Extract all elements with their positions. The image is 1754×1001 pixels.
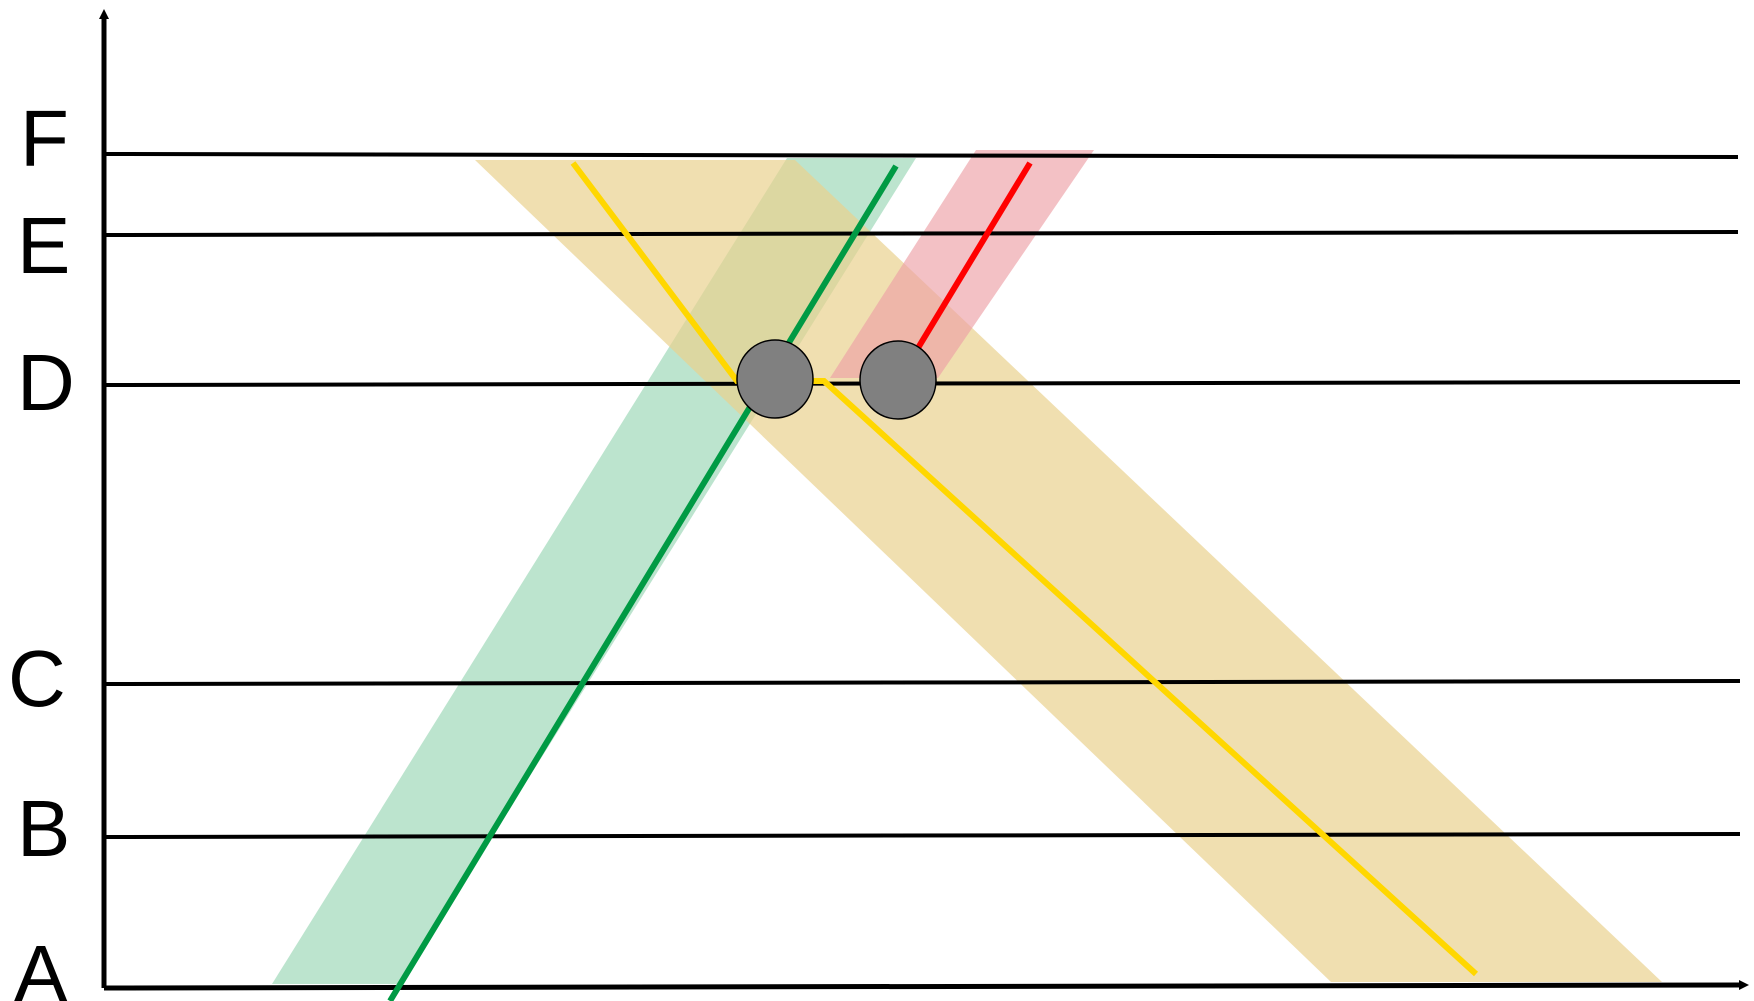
stop-label-b: B [17, 784, 70, 873]
station-line-e [105, 230, 1739, 237]
node-circle [736, 339, 814, 419]
node-circle [859, 340, 937, 420]
red-route-line [915, 161, 1033, 350]
green-route-line [387, 164, 899, 1001]
x-axis [103, 980, 1749, 991]
stop-label-f: F [20, 94, 69, 183]
stop-label-a: A [14, 929, 68, 1001]
station-line-c [105, 679, 1741, 686]
stop-label-e: E [17, 201, 70, 290]
stop-label-c: C [8, 634, 66, 723]
red-band [830, 150, 1094, 378]
station-line-b [105, 832, 1741, 839]
stop-label-d: D [17, 338, 75, 427]
station-line-f [105, 152, 1739, 159]
